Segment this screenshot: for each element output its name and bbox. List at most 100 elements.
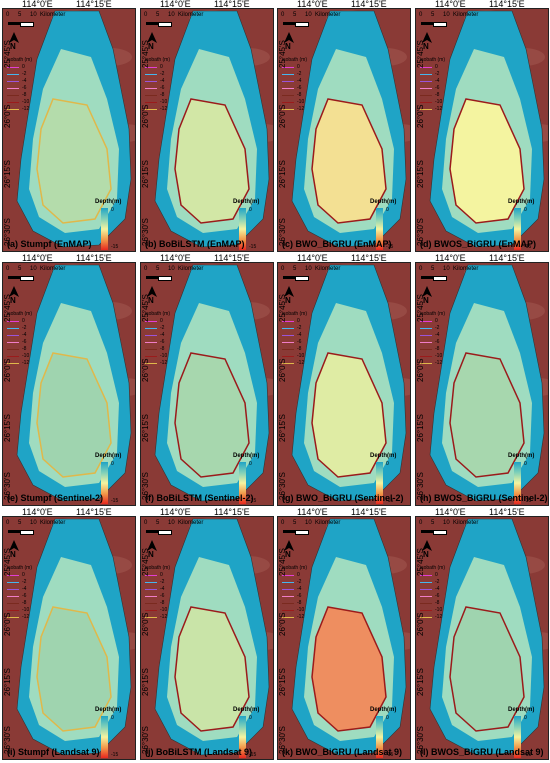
panel-caption: (g) BWO_BiGRU (Sentinel-2) bbox=[282, 493, 404, 503]
scale-bar: 0 5 10 Kilometer bbox=[281, 520, 343, 536]
legend-swatch bbox=[7, 581, 19, 584]
depth-colorbar: Depth(m) 0 -15 bbox=[508, 199, 548, 251]
longitude-label: 114°15'E bbox=[351, 253, 387, 263]
legend-label: -6 bbox=[297, 593, 302, 599]
legend-item: -10 bbox=[145, 99, 170, 106]
legend-item: -8 bbox=[420, 600, 445, 607]
longitude-label: 114°15'E bbox=[76, 507, 112, 517]
isobath-legend: isobath (m) 0 -2 -4 -6 -8 -10 -12 bbox=[7, 57, 32, 113]
legend-item: -6 bbox=[420, 339, 445, 346]
legend-item: -6 bbox=[145, 339, 170, 346]
legend-label: 0 bbox=[22, 572, 25, 578]
legend-item: -10 bbox=[7, 99, 32, 106]
legend-item: -8 bbox=[7, 92, 32, 99]
scale-tick: 5 bbox=[293, 266, 297, 272]
legend-label: 0 bbox=[160, 572, 163, 578]
colorbar-title: Depth(m) bbox=[370, 199, 397, 205]
legend-swatch bbox=[420, 348, 432, 351]
legend-item: -12 bbox=[145, 614, 170, 621]
scale-bar-segment bbox=[283, 22, 295, 25]
latitude-label: 25°45'S bbox=[278, 40, 287, 68]
depth-colorbar: Depth(m) 0 -15 bbox=[370, 199, 410, 251]
scale-bar-segment bbox=[20, 276, 34, 281]
scale-unit: Kilometer bbox=[178, 12, 204, 18]
legend-swatch bbox=[282, 320, 294, 323]
legend-label: 0 bbox=[297, 572, 300, 578]
legend-swatch bbox=[282, 87, 294, 90]
latitude-label: 26°15'S bbox=[3, 668, 12, 696]
scale-bar-segment bbox=[146, 530, 158, 533]
legend-label: -2 bbox=[160, 325, 165, 331]
deep-basin-contour bbox=[311, 606, 387, 732]
legend-swatch bbox=[7, 341, 19, 344]
colorbar-min-label: -15 bbox=[524, 752, 532, 758]
legend-item: -2 bbox=[420, 325, 445, 332]
legend-item: -8 bbox=[145, 92, 170, 99]
north-arrow-icon: N bbox=[282, 31, 296, 51]
legend-item: -2 bbox=[145, 325, 170, 332]
legend-label: -2 bbox=[297, 71, 302, 77]
legend-label: -8 bbox=[435, 346, 440, 352]
colorbar-min-label: -15 bbox=[111, 752, 119, 758]
legend-item: -4 bbox=[145, 332, 170, 339]
colorbar-min-label: -15 bbox=[386, 244, 394, 250]
legend-swatch bbox=[7, 66, 19, 69]
legend-title: isobath (m) bbox=[145, 57, 171, 63]
legend-swatch bbox=[7, 609, 19, 612]
scale-tick: 5 bbox=[156, 520, 160, 526]
shoreline bbox=[154, 10, 270, 248]
legend-item: 0 bbox=[282, 64, 307, 71]
latitude-label: 26°15'S bbox=[141, 668, 150, 696]
legend-label: -4 bbox=[160, 332, 165, 338]
legend-label: -12 bbox=[435, 360, 443, 366]
legend-item: -4 bbox=[420, 586, 445, 593]
legend-item: -8 bbox=[282, 346, 307, 353]
shoreline bbox=[154, 518, 270, 756]
legend-item: -12 bbox=[145, 106, 170, 113]
legend-swatch bbox=[420, 94, 432, 97]
deep-basin-contour bbox=[311, 352, 387, 478]
legend-swatch bbox=[282, 602, 294, 605]
legend-item: -2 bbox=[420, 579, 445, 586]
scale-bar-segment bbox=[295, 22, 309, 27]
legend-swatch bbox=[7, 94, 19, 97]
colorbar-title: Depth(m) bbox=[233, 453, 260, 459]
shoreline bbox=[429, 264, 545, 502]
bathymetry-map bbox=[291, 264, 410, 502]
scale-unit: Kilometer bbox=[40, 266, 66, 272]
legend-swatch bbox=[7, 87, 19, 90]
north-label: N bbox=[423, 42, 429, 51]
legend-item: -4 bbox=[282, 586, 307, 593]
scale-bar-segment bbox=[20, 530, 34, 535]
colorbar-title: Depth(m) bbox=[233, 707, 260, 713]
legend-label: 0 bbox=[160, 318, 163, 324]
legend-label: -12 bbox=[160, 360, 168, 366]
legend-item: -4 bbox=[145, 78, 170, 85]
longitude-label: 114°15'E bbox=[489, 507, 525, 517]
legend-swatch bbox=[145, 588, 157, 591]
latitude-label: 26°30'S bbox=[141, 472, 150, 500]
isobath-legend: isobath (m) 0 -2 -4 -6 -8 -10 -12 bbox=[7, 311, 32, 367]
north-label: N bbox=[285, 42, 291, 51]
scale-tick: 0 bbox=[6, 266, 10, 272]
panel-caption: (d) BWOS_BiGRU (EnMAP) bbox=[420, 239, 536, 249]
longitude-label: 114°0'E bbox=[22, 0, 53, 9]
latitude-label: 25°45'S bbox=[141, 294, 150, 322]
panel-caption: (j) BoBiLSTM (Landsat 9) bbox=[145, 747, 252, 757]
depth-colorbar: Depth(m) 0 -15 bbox=[233, 707, 273, 759]
colorbar-ramp bbox=[101, 208, 108, 250]
legend-swatch bbox=[282, 94, 294, 97]
legend-label: -10 bbox=[435, 607, 443, 613]
colorbar-min-label: -15 bbox=[249, 752, 257, 758]
deep-basin-contour bbox=[174, 98, 250, 224]
legend-swatch bbox=[282, 595, 294, 598]
longitude-label: 114°15'E bbox=[214, 253, 250, 263]
legend-item: -12 bbox=[420, 360, 445, 367]
legend-swatch bbox=[7, 73, 19, 76]
deep-basin-contour bbox=[36, 98, 112, 224]
legend-label: -8 bbox=[435, 92, 440, 98]
scale-bar-segment bbox=[283, 530, 295, 533]
